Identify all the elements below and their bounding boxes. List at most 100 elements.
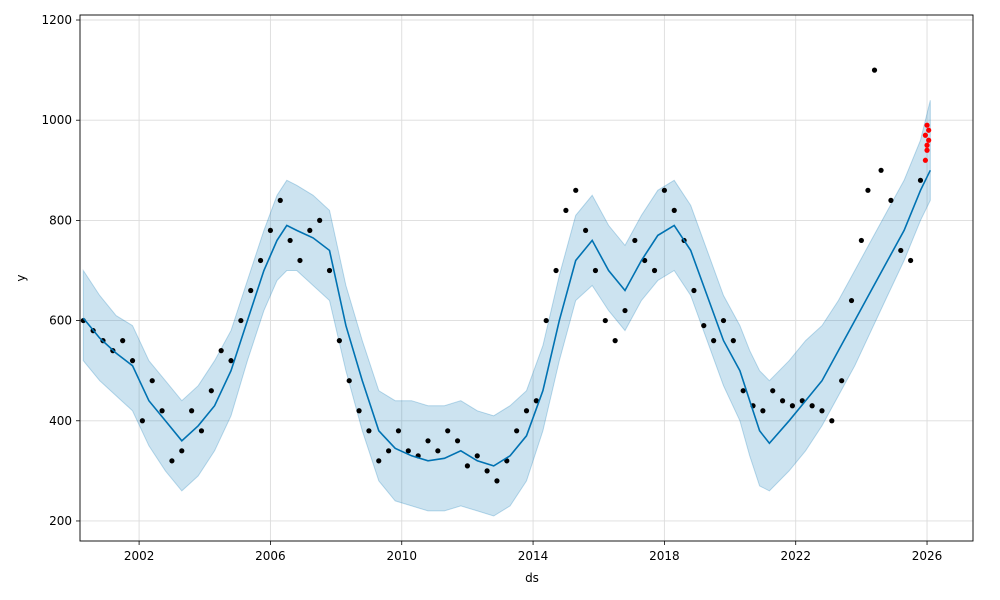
observed-point: [454, 438, 461, 444]
observed-point: [484, 468, 490, 474]
observed-point: [149, 378, 155, 384]
x-tick-label: 2014: [518, 549, 549, 563]
observed-point: [573, 187, 579, 193]
observed-point: [730, 338, 736, 344]
recent-point: [924, 122, 930, 128]
x-tick-label: 2026: [912, 549, 943, 563]
y-axis-title: y: [14, 274, 28, 281]
observed-point: [888, 197, 894, 203]
observed-point: [435, 448, 441, 454]
observed-point: [829, 418, 835, 424]
observed-point: [494, 478, 500, 484]
observed-point: [632, 237, 638, 244]
observed-point: [563, 207, 569, 213]
observed-point: [602, 317, 608, 324]
observed-point: [336, 338, 342, 344]
observed-point: [917, 177, 924, 183]
observed-point: [120, 338, 126, 344]
observed-point: [189, 408, 195, 414]
observed-point: [356, 408, 362, 414]
observed-point: [533, 398, 539, 404]
observed-point: [376, 458, 382, 464]
y-tick-label: 400: [49, 414, 72, 428]
uncertainty-band-area: [82, 100, 931, 517]
observed-point: [474, 453, 480, 459]
recent-point: [922, 132, 928, 138]
observed-point: [139, 418, 145, 424]
observed-point: [277, 197, 283, 203]
observed-point: [819, 408, 825, 414]
uncertainty-band: [82, 100, 931, 517]
observed-point: [582, 227, 589, 234]
observed-point: [671, 207, 677, 213]
observed-point: [651, 267, 658, 274]
observed-point: [908, 257, 914, 264]
observed-point: [228, 358, 234, 364]
observed-point: [129, 358, 136, 364]
forecast-line-path: [82, 169, 932, 467]
observed-point: [839, 378, 845, 384]
x-axis-ticks: 2002 2006 2010 2014 2018 2022 2026: [124, 541, 942, 563]
observed-point: [711, 338, 717, 344]
observed-point: [346, 378, 352, 384]
observed-point: [553, 267, 559, 274]
observed-point: [169, 458, 175, 464]
observed-point: [514, 428, 520, 434]
observed-point: [317, 217, 323, 223]
observed-point: [405, 448, 411, 454]
x-axis-title: ds: [525, 571, 539, 585]
observed-point: [307, 227, 313, 234]
observed-point: [543, 317, 549, 324]
observed-point: [642, 257, 648, 264]
observed-point: [179, 448, 185, 454]
observed-point: [287, 237, 293, 244]
observed-point: [760, 408, 766, 414]
observed-point: [871, 67, 878, 73]
observed-point: [865, 187, 871, 193]
observed-point: [809, 403, 815, 409]
observed-point: [218, 348, 224, 354]
observed-point: [198, 428, 205, 434]
observed-point: [297, 257, 303, 264]
observed-point: [366, 428, 372, 434]
x-tick-label: 2010: [386, 549, 417, 563]
observed-point: [267, 227, 274, 234]
y-tick-label: 600: [49, 314, 72, 328]
observed-point: [208, 388, 214, 394]
observed-point: [238, 317, 244, 324]
plot-frame: [79, 14, 974, 542]
recent-points: [922, 122, 932, 163]
observed-point: [257, 257, 264, 264]
forecast-line: [82, 169, 932, 467]
observed-point: [779, 398, 786, 404]
recent-point: [926, 137, 932, 143]
observed-point: [848, 297, 855, 304]
observed-point: [326, 267, 333, 274]
y-tick-label: 1200: [41, 13, 72, 27]
observed-point: [858, 237, 864, 244]
recent-point: [922, 157, 928, 163]
observed-point: [386, 448, 392, 454]
x-tick-label: 2018: [649, 549, 680, 563]
observed-point: [701, 322, 707, 329]
observed-point: [720, 317, 727, 324]
observed-point: [740, 388, 746, 394]
observed-point: [464, 463, 471, 469]
recent-point: [924, 147, 930, 153]
observed-point: [770, 388, 776, 394]
observed-point: [395, 428, 402, 434]
x-tick-label: 2002: [124, 549, 155, 563]
observed-point: [425, 438, 431, 444]
y-tick-label: 200: [49, 514, 72, 528]
observed-point: [691, 287, 697, 294]
observed-point: [622, 307, 628, 314]
observed-point: [159, 408, 165, 414]
observed-point: [878, 167, 884, 173]
x-tick-label: 2006: [255, 549, 286, 563]
observed-point: [592, 267, 599, 274]
x-tick-label: 2022: [780, 549, 811, 563]
grid-lines: [80, 15, 973, 541]
observed-point: [612, 338, 618, 344]
